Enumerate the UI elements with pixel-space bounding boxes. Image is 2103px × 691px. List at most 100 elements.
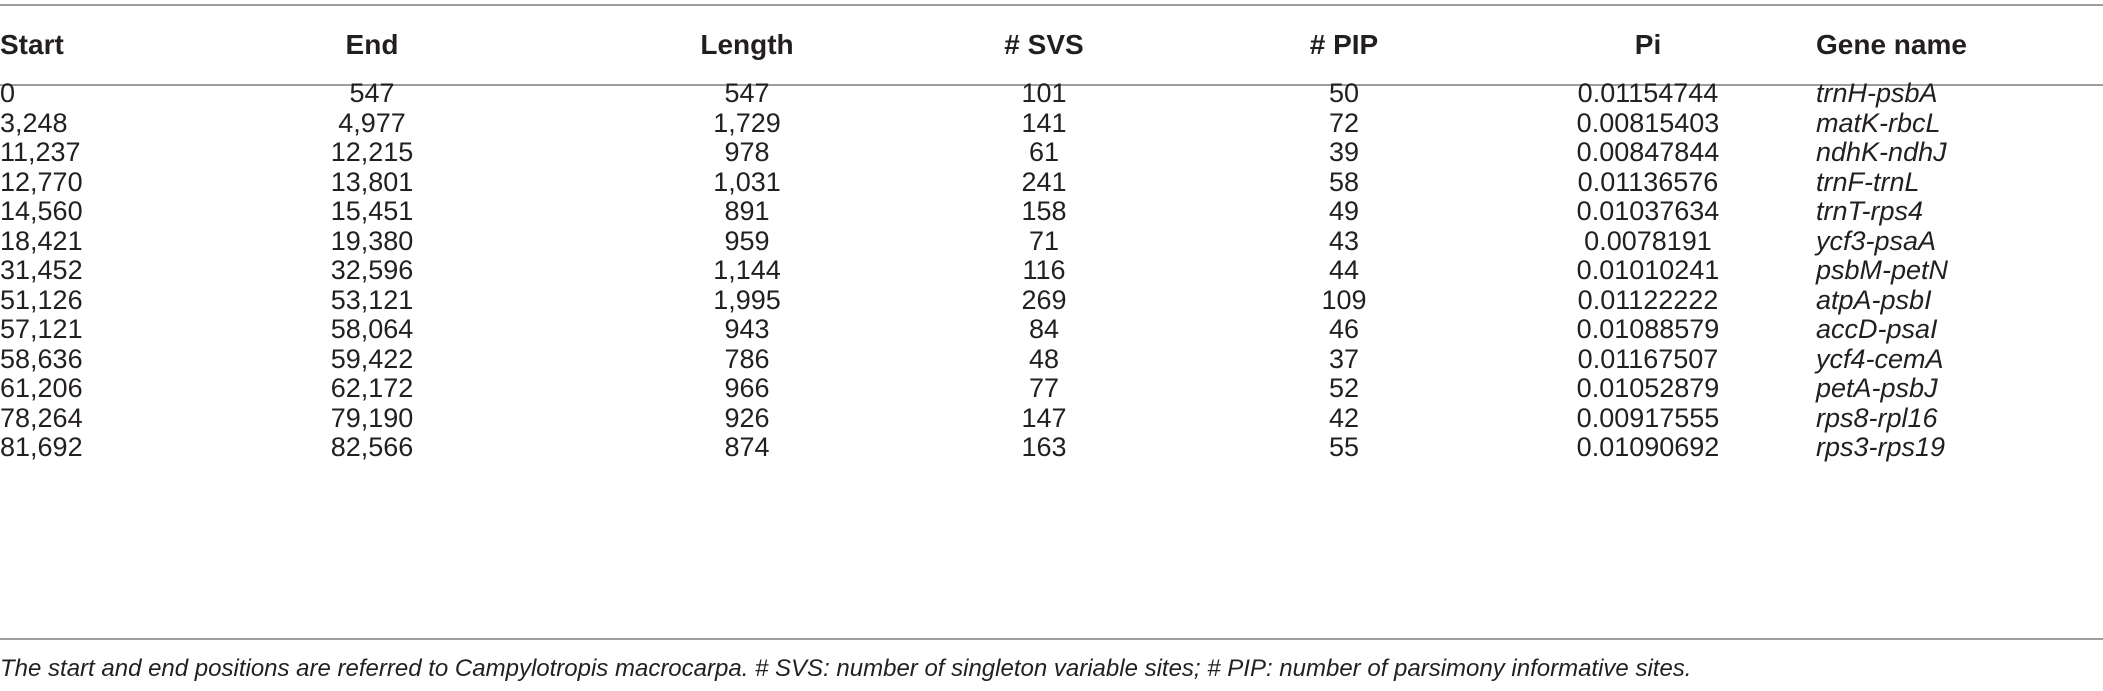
- cell-length: 943: [724, 314, 770, 344]
- cell-end: 79,190: [330, 402, 414, 433]
- cell-start: 57,121: [0, 314, 83, 344]
- cell-end: 4,977: [338, 107, 406, 138]
- cell-start: 14,560: [0, 196, 83, 226]
- cell-end: 12,215: [330, 137, 414, 167]
- cell-pi: 0.01154744: [1577, 78, 1719, 108]
- cell-pi: 0.01010241: [1576, 255, 1720, 285]
- cell-length: 891: [724, 196, 770, 226]
- cell-pi: 0.01037634: [1576, 196, 1720, 226]
- cell-gene-name: ycf3-psaA: [1816, 225, 1937, 256]
- cell-pi: 0.01052879: [1576, 373, 1720, 403]
- table-bottom-rule: [0, 638, 2103, 640]
- table-row: 78,264 79,190 926 147 42 0.00917555 rps8-rpl16: [0, 398, 2103, 438]
- cell-svs: 163: [1021, 432, 1067, 462]
- header-start: Start: [0, 29, 64, 60]
- cell-svs: 269: [1021, 284, 1067, 315]
- cell-gene-name: accD-psaI: [1816, 314, 1938, 344]
- cell-length: 1,144: [713, 255, 781, 285]
- cell-pip: 44: [1328, 255, 1360, 285]
- cell-pip: 72: [1328, 107, 1360, 138]
- cell-start: 78,264: [0, 402, 83, 433]
- cell-start: 18,421: [0, 225, 83, 256]
- cell-pip: 50: [1328, 78, 1360, 108]
- cell-start: 0: [0, 78, 16, 108]
- cell-start: 3,248: [0, 107, 68, 138]
- cell-svs: 116: [1022, 255, 1066, 285]
- cell-pi: 0.01090692: [1576, 432, 1720, 462]
- cell-length: 786: [724, 343, 770, 374]
- cell-length: 978: [724, 137, 770, 167]
- cell-pi: 0.01088579: [1576, 314, 1720, 344]
- cell-pip: 39: [1328, 137, 1360, 167]
- table-header-row: Start End Length # SVS # PIP Pi Gene nam…: [0, 25, 2103, 65]
- cell-length: 926: [724, 402, 770, 433]
- cell-gene-name: trnT-rps4: [1816, 196, 1924, 226]
- cell-gene-name: rps8-rpl16: [1816, 402, 1938, 433]
- table-row: 58,636 59,422 786 48 37 0.01167507 ycf4-cemA: [0, 339, 2103, 379]
- cell-pi: 0.00847844: [1576, 137, 1720, 167]
- cell-pip: 49: [1328, 196, 1360, 226]
- cell-pi: 0.00815403: [1576, 107, 1720, 138]
- cell-svs: 147: [1021, 402, 1067, 433]
- cell-gene-name: psbM-petN: [1816, 255, 1949, 285]
- cell-end: 547: [349, 78, 395, 108]
- cell-length: 966: [724, 373, 770, 403]
- table-row: 51,126 53,121 1,995 269 109 0.01122222 atpA-ps…: [0, 280, 2103, 320]
- cell-svs: 71: [1028, 225, 1060, 256]
- cell-svs: 77: [1028, 373, 1060, 403]
- cell-pi: 0.0078191: [1584, 225, 1712, 256]
- cell-end: 59,422: [330, 343, 414, 374]
- cell-pip: 46: [1328, 314, 1360, 344]
- table-row: 57,121 58,064 943 84 46 0.01088579 accD-psaI: [0, 309, 2103, 349]
- header-length: Length: [700, 29, 794, 60]
- cell-gene-name: rps3-rps19: [1816, 432, 1946, 462]
- table-footnote: The start and end positions are referred…: [0, 655, 1692, 682]
- cell-gene-name: petA-psbJ: [1816, 373, 1938, 403]
- cell-pip: 37: [1328, 343, 1360, 374]
- cell-end: 82,566: [330, 432, 414, 462]
- table-row: 11,237 12,215 978 61 39 0.00847844 ndhK-ndhJ: [0, 132, 2103, 172]
- cell-svs: 101: [1021, 78, 1067, 108]
- cell-pi: 0.01167507: [1577, 343, 1719, 374]
- cell-svs: 61: [1028, 137, 1060, 167]
- cell-svs: 158: [1021, 196, 1067, 226]
- cell-svs: 241: [1021, 166, 1067, 197]
- cell-end: 58,064: [330, 314, 414, 344]
- header-pi: Pi: [1634, 29, 1662, 60]
- cell-gene-name: trnF-trnL: [1816, 166, 1920, 197]
- header-gene-name: Gene name: [1816, 29, 1967, 60]
- cell-length: 959: [724, 225, 770, 256]
- table-top-rule: [0, 4, 2103, 6]
- table-row: 12,770 13,801 1,031 241 58 0.01136576 trnF-trn…: [0, 162, 2103, 202]
- cell-pip: 58: [1328, 166, 1360, 197]
- header-end: End: [345, 29, 399, 60]
- cell-svs: 141: [1021, 107, 1067, 138]
- cell-length: 1,995: [713, 284, 781, 315]
- cell-gene-name: ycf4-cemA: [1816, 343, 1944, 374]
- cell-end: 13,801: [330, 166, 414, 197]
- table-row: 18,421 19,380 959 71 43 0.0078191 ycf3-psaA: [0, 221, 2103, 261]
- cell-start: 11,237: [0, 137, 81, 167]
- cell-pi: 0.01122222: [1577, 284, 1719, 315]
- header-svs: # SVS: [1004, 29, 1084, 60]
- cell-pip: 42: [1328, 402, 1360, 433]
- cell-gene-name: matK-rbcL: [1816, 107, 1941, 138]
- cell-gene-name: trnH-psbA: [1816, 78, 1938, 108]
- cell-end: 62,172: [330, 373, 414, 403]
- table-row: 14,560 15,451 891 158 49 0.01037634 trnT-rps4: [0, 191, 2103, 231]
- cell-length: 547: [724, 78, 770, 108]
- header-pip: # PIP: [1309, 29, 1379, 60]
- cell-svs: 84: [1028, 314, 1060, 344]
- cell-gene-name: atpA-psbI: [1816, 284, 1932, 315]
- cell-pip: 52: [1328, 373, 1360, 403]
- table-header-rule: [0, 84, 2103, 86]
- cell-end: 53,121: [330, 284, 414, 315]
- cell-length: 1,729: [713, 107, 781, 138]
- cell-start: 81,692: [0, 432, 83, 462]
- cell-pi: 0.00917555: [1576, 402, 1720, 433]
- cell-start: 61,206: [0, 373, 83, 403]
- cell-pip: 43: [1328, 225, 1360, 256]
- cell-length: 874: [724, 432, 770, 462]
- table-row: 3,248 4,977 1,729 141 72 0.00815403 matK-rbcL: [0, 103, 2103, 143]
- table-row: 61,206 62,172 966 77 52 0.01052879 petA-psbJ: [0, 368, 2103, 408]
